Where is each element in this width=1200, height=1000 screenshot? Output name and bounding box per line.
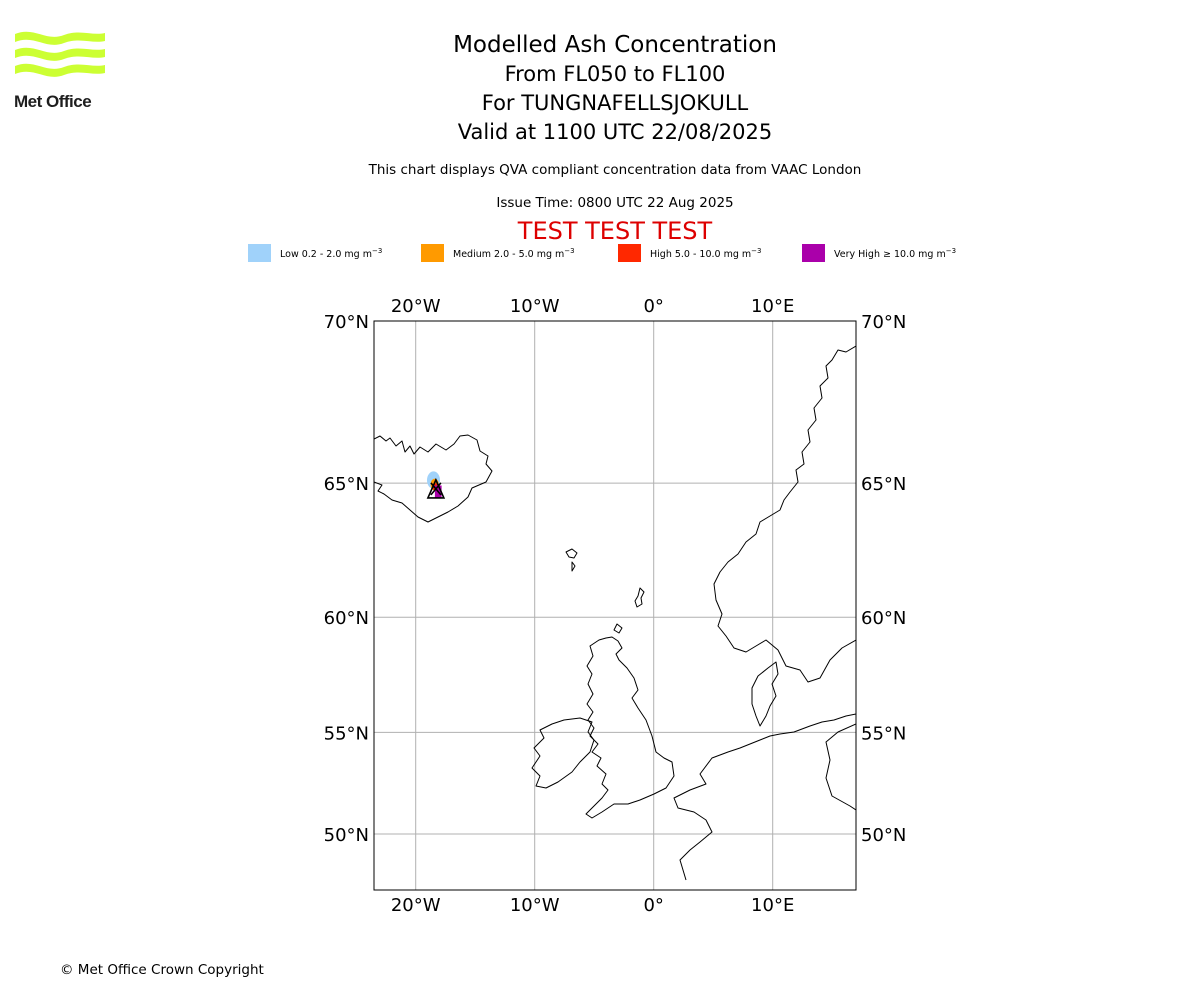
coastline-great-britain [585, 636, 675, 819]
lon-label-bottom: 0° [643, 895, 663, 916]
map-frame [373, 320, 857, 891]
subtitle: This chart displays QVA compliant concen… [368, 162, 862, 178]
coastline-orkney [613, 623, 623, 634]
legend-label-very-high: Very High ≥ 10.0 mg m−3 [834, 247, 957, 261]
issue-time: Issue Time: 0800 UTC 22 Aug 2025 [496, 195, 734, 211]
ash-plume [426, 471, 446, 499]
lat-label-left: 70°N [324, 312, 369, 333]
lat-label-right: 50°N [861, 825, 906, 846]
test-banner: TEST TEST TEST [517, 217, 713, 245]
flight-levels-title: From FL050 to FL100 [504, 62, 726, 86]
legend-swatch-high [618, 244, 641, 262]
valid-time-title: Valid at 1100 UTC 22/08/2025 [457, 120, 773, 144]
met-office-logo-text: Met Office [14, 92, 92, 111]
coastline-denmark [751, 661, 779, 727]
lon-label-top: 20°W [391, 296, 441, 317]
met-office-logo: Met Office [14, 30, 114, 111]
legend-label-high: High 5.0 - 10.0 mg m−3 [650, 247, 762, 261]
latitude-labels: 70°N 70°N 65°N 65°N 60°N 60°N 55°N 55°N 50°N 50°N [324, 312, 907, 846]
logo-wave-2 [15, 47, 105, 61]
met-office-logo-waves [15, 31, 105, 77]
volcano-icon [426, 477, 446, 499]
legend-label-medium: Medium 2.0 - 5.0 mg m−3 [453, 247, 575, 261]
coastline-norway-sweden [713, 345, 856, 683]
lat-label-left: 65°N [324, 474, 369, 495]
coastline-border-east [825, 723, 856, 811]
lat-label-left: 55°N [324, 723, 369, 744]
coastline-faroe-islands [565, 548, 578, 572]
lon-label-bottom: 10°W [510, 895, 560, 916]
coastline-ireland [531, 717, 595, 789]
volcano-marker [426, 477, 446, 499]
longitude-labels: 20°W 20°W 10°W 10°W 0° 0° 10°E 10°E [391, 296, 794, 916]
volcano-title: For TUNGNAFELLSJOKULL [481, 91, 749, 115]
lon-label-top: 10°E [751, 296, 794, 317]
legend-swatch-low [248, 244, 271, 262]
coastline-iceland [374, 434, 493, 523]
lon-label-top: 10°W [510, 296, 560, 317]
legend-swatch-medium [421, 244, 444, 262]
legend-label-low: Low 0.2 - 2.0 mg m−3 [280, 247, 383, 261]
coastline-shetland [634, 587, 645, 608]
logo-wave-1 [15, 31, 105, 45]
lat-label-right: 70°N [861, 312, 906, 333]
lon-label-top: 0° [643, 296, 663, 317]
copyright-notice: © Met Office Crown Copyright [60, 962, 264, 978]
lat-label-right: 60°N [861, 608, 906, 629]
lon-label-bottom: 20°W [391, 895, 441, 916]
chart-titles: Modelled Ash Concentration From FL050 to… [315, 30, 915, 245]
lon-label-bottom: 10°E [751, 895, 794, 916]
lat-label-left: 50°N [324, 825, 369, 846]
legend-swatch-very-high [802, 244, 825, 262]
lat-label-right: 55°N [861, 723, 906, 744]
map-gridlines [374, 320, 856, 890]
logo-wave-3 [15, 63, 105, 77]
lat-label-right: 65°N [861, 474, 906, 495]
lat-label-left: 60°N [324, 608, 369, 629]
coastline-continent [673, 713, 856, 881]
coastlines [374, 345, 856, 881]
main-title: Modelled Ash Concentration [453, 32, 777, 58]
